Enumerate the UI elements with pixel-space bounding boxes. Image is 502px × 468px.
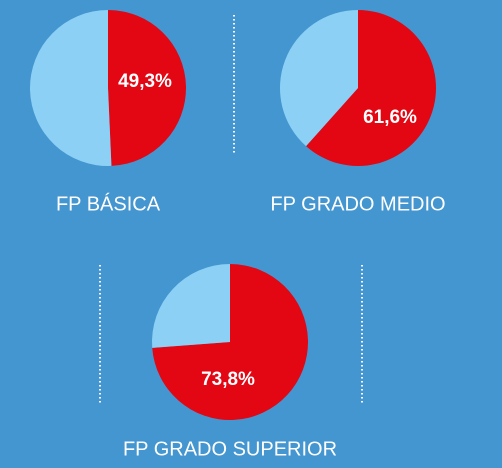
pie-slice [108, 9, 187, 166]
pie-slice [30, 10, 112, 166]
pie-slice [279, 10, 358, 147]
pie-title: FP GRADO MEDIO [270, 193, 445, 215]
value-label: 61,6% [363, 107, 417, 128]
pie-title: FP BÁSICA [56, 192, 161, 215]
pie-slice [306, 10, 436, 166]
pie-title: FP GRADO SUPERIOR [123, 438, 337, 460]
pie-slice [152, 264, 230, 348]
pie-slice [152, 264, 309, 421]
value-label: 73,8% [201, 369, 255, 390]
value-label: 49,3% [118, 71, 172, 92]
